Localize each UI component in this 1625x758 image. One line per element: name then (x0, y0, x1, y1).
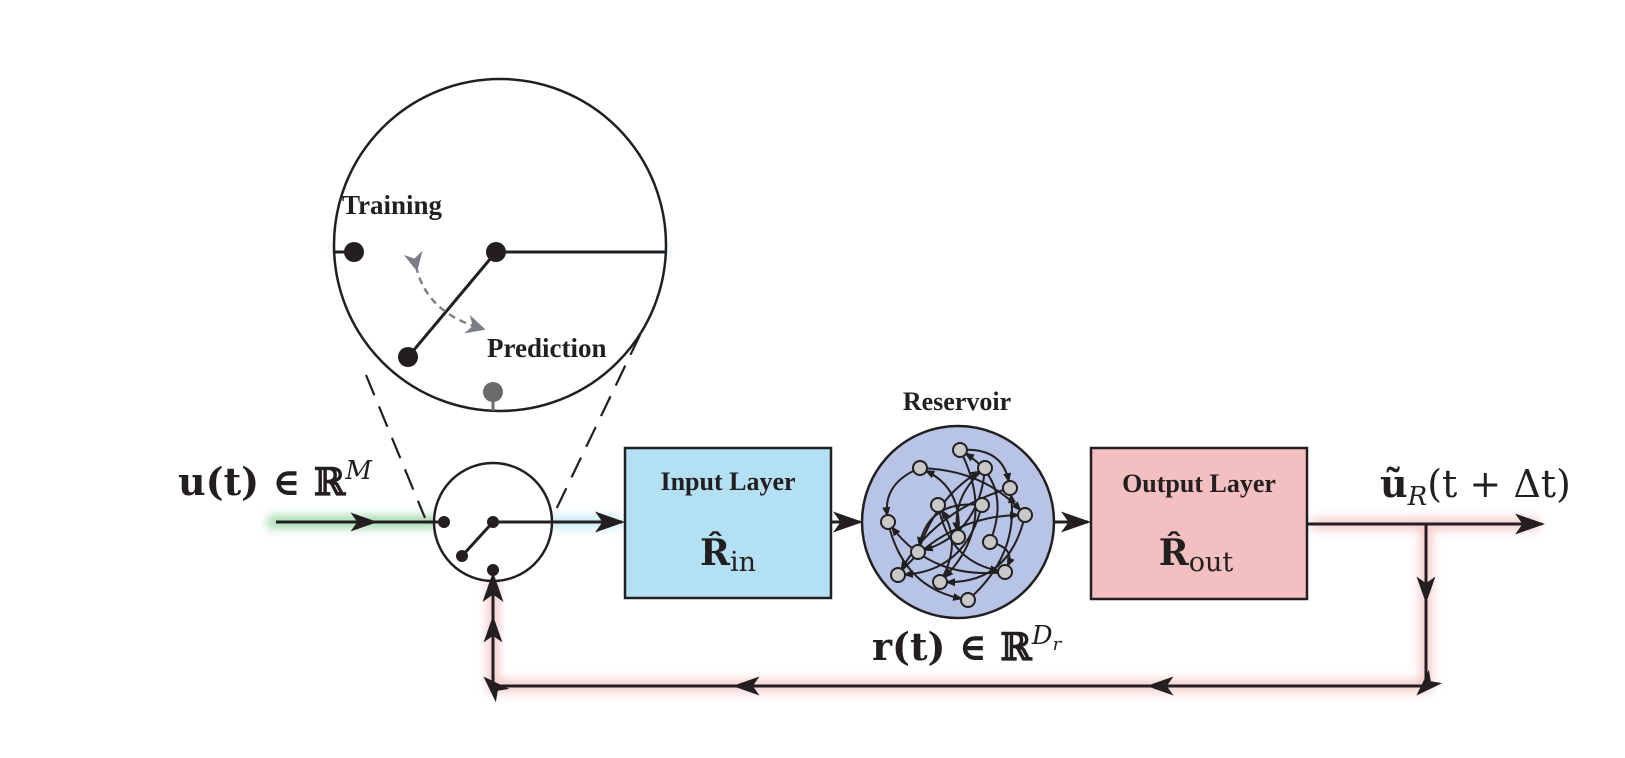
network-node (880, 514, 896, 530)
reservoir-nodes (880, 442, 1033, 608)
output-matrix-label: R̂out (1159, 531, 1234, 578)
small-switch-lever (460, 520, 495, 558)
network-edge (900, 487, 1011, 571)
feedback-line (482, 524, 1443, 703)
network-edge (891, 525, 1006, 575)
network-node (950, 529, 966, 545)
input-matrix-label: R̂in (700, 531, 756, 578)
input-layer-block: Input Layer R̂in (623, 446, 833, 600)
network-node (960, 592, 976, 608)
pivot-contact (486, 242, 506, 262)
network-node (974, 497, 990, 513)
prediction-label: Prediction (487, 333, 606, 363)
network-node (1017, 507, 1033, 523)
prediction-contact (483, 382, 503, 402)
network-node (977, 460, 993, 476)
reservoir-label: Reservoir (903, 387, 1011, 416)
network-edge (922, 467, 986, 552)
network-edge (943, 449, 977, 579)
output-signal-label: ũR(t + Δt) (1380, 461, 1571, 512)
network-node (982, 534, 998, 550)
reservoir-block: Reservoir (860, 387, 1056, 620)
network-node (997, 564, 1013, 580)
network-node (912, 460, 928, 476)
network-node (952, 442, 968, 458)
network-node (1002, 480, 1018, 496)
signal-flow (276, 511, 1545, 703)
reservoir-state-label: r(t) ∈ ℝDr (872, 621, 1063, 669)
input-layer-label: Input Layer (660, 467, 795, 496)
network-edge (964, 452, 999, 543)
network-node (932, 574, 948, 590)
lever-end (398, 347, 418, 367)
network-node (910, 544, 926, 560)
switch-zoom-view: Training Prediction (332, 77, 668, 519)
network-node (930, 497, 946, 513)
zoom-line-left (364, 374, 427, 519)
network-node (890, 567, 906, 583)
training-contact (344, 242, 364, 262)
training-label: Training (342, 190, 443, 220)
output-layer-box (1089, 446, 1309, 601)
output-layer-block: Output Layer R̂out (1089, 446, 1309, 601)
network-edge (919, 467, 1022, 512)
network-edge (902, 504, 983, 579)
input-signal-label: u(t) ∈ ℝM (178, 456, 373, 504)
input-layer-box (623, 446, 833, 600)
output-layer-label: Output Layer (1122, 469, 1276, 498)
